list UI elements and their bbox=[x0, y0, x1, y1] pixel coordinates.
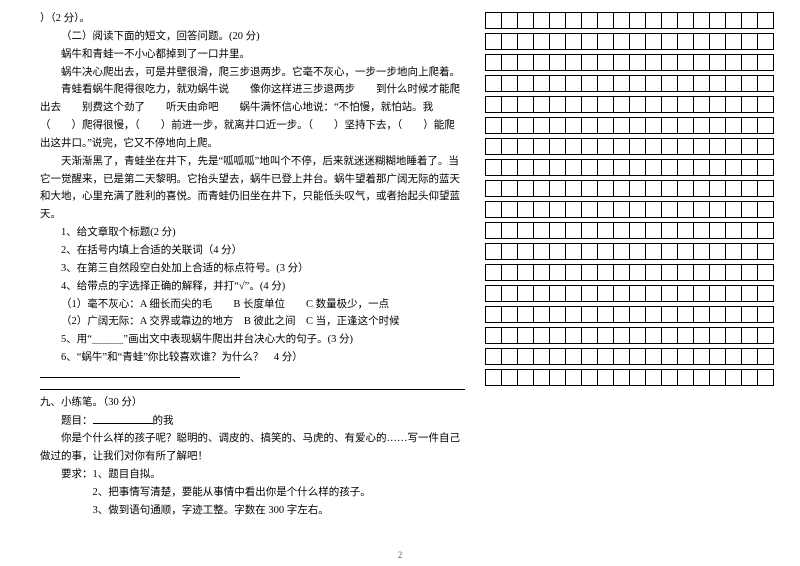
topic-label: 题目： bbox=[61, 416, 93, 427]
q4a: （1）毫不灰心：A 细长而尖的毛 B 长度单位 C 数量极少，一点 bbox=[40, 296, 465, 314]
passage-p1: 蜗牛和青蛙一不小心都掉到了一口井里。 bbox=[40, 46, 465, 64]
passage-p4: 天渐渐黑了，青蛙坐在井下，先是“呱呱呱”地叫个不停，后来就迷迷糊糊地睡着了。当它… bbox=[40, 153, 465, 224]
line-score: ）（2 分）。 bbox=[40, 10, 465, 28]
req2: 2、把事情写清楚，要能从事情中看出你是个什么样的孩子。 bbox=[40, 484, 465, 502]
q4b: （2）广阔无际：A 交界或靠边的地方 B 彼此之间 C 当，正逢这个时候 bbox=[40, 313, 465, 331]
requirements: 要求：1、题目自拟。 bbox=[40, 466, 465, 484]
reading-heading: （二）阅读下面的短文，回答问题。(20 分) bbox=[40, 28, 465, 46]
writing-grid bbox=[485, 12, 774, 386]
divider bbox=[40, 389, 465, 390]
q5: 5、用“＿＿＿”画出文中表现蜗牛爬出井台决心大的句子。(3 分) bbox=[40, 331, 465, 349]
q4: 4、给带点的字选择正确的解释，并打“√”。(4 分) bbox=[40, 278, 465, 296]
req1: 1、题目自拟。 bbox=[93, 469, 161, 480]
topic-blank bbox=[93, 412, 153, 424]
passage-p3: 青蛙看蜗牛爬得很吃力，就劝蜗牛说 像你这样进三步退两步 到什么时候才能爬出去 别… bbox=[40, 81, 465, 152]
topic-suffix: 的我 bbox=[153, 416, 174, 427]
section9-p1: 你是个什么样的孩子呢？聪明的、调皮的、搞笑的、马虎的、有爱心的……写一件自己做过… bbox=[40, 430, 465, 466]
answer-blank-1 bbox=[40, 367, 240, 379]
req-label: 要求： bbox=[61, 469, 93, 480]
q6: 6、“蜗牛”和“青蛙”你比较喜欢谁？为什么？ 4 分） bbox=[40, 349, 465, 367]
passage-p2: 蜗牛决心爬出去，可是井壁很滑，爬三步退两步。它毫不灰心，一步一步地向上爬着。 bbox=[40, 64, 465, 82]
topic-line: 题目： 的我 bbox=[40, 412, 465, 430]
text-column: ）（2 分）。 （二）阅读下面的短文，回答问题。(20 分) 蜗牛和青蛙一不小心… bbox=[40, 10, 465, 566]
q3: 3、在第三自然段空白处加上合适的标点符号。(3 分） bbox=[40, 260, 465, 278]
req3: 3、做到语句通顺，字迹工整。字数在 300 字左右。 bbox=[40, 502, 465, 520]
q1: 1、给文章取个标题(2 分) bbox=[40, 224, 465, 242]
page-number: 2 bbox=[398, 550, 403, 560]
section9-heading: 九、小练笔。（30 分） bbox=[40, 394, 465, 412]
q2: 2、在括号内填上合适的关联词（4 分） bbox=[40, 242, 465, 260]
writing-grid-column bbox=[485, 10, 780, 566]
